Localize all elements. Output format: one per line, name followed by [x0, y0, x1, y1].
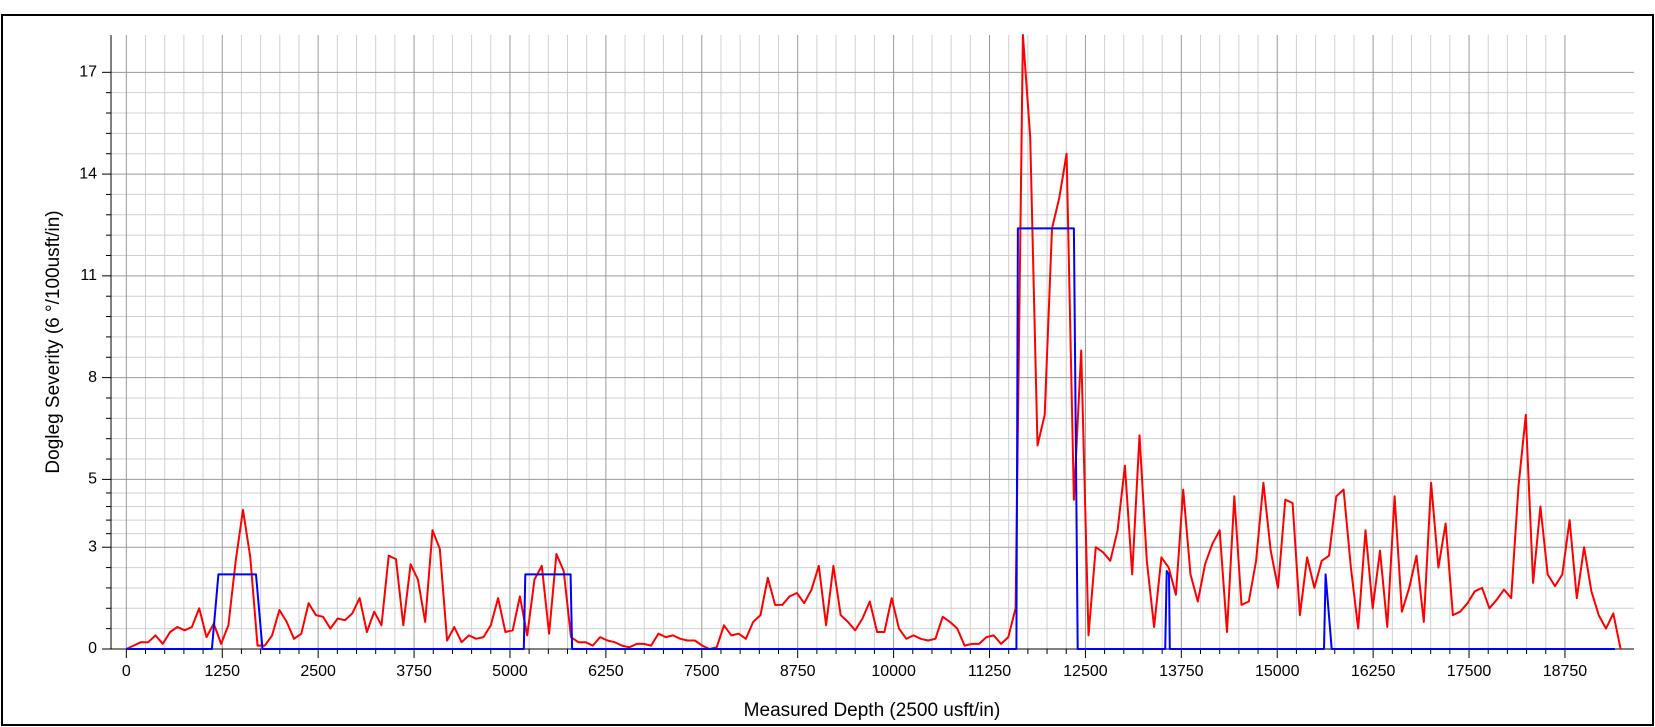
x-tick-label: 1250 [204, 663, 240, 680]
x-tick-label: 5000 [492, 663, 528, 680]
x-tick-label: 3750 [396, 663, 432, 680]
x-tick-label: 0 [122, 663, 131, 680]
x-tick-label: 8750 [780, 663, 816, 680]
x-tick-label: 10000 [871, 663, 916, 680]
y-tick-label: 11 [80, 267, 97, 284]
series-line [125, 34, 1622, 650]
y-tick-label: 3 [88, 538, 97, 555]
x-tick-label: 2500 [300, 663, 336, 680]
x-tick-label: 15000 [1255, 663, 1300, 680]
x-tick-label: 6250 [588, 663, 624, 680]
x-tick-label: 12500 [1063, 663, 1108, 680]
y-axis-label: Dogleg Severity (6 °/100usft/in) [43, 210, 64, 473]
x-tick-label: 17500 [1447, 663, 1492, 680]
x-tick-label: 7500 [684, 663, 720, 680]
y-tick-label: 17 [79, 64, 97, 81]
y-tick-label: 8 [88, 369, 97, 386]
y-tick-label: 14 [79, 165, 97, 182]
series-line [126, 227, 1615, 650]
x-axis-label: Measured Depth (2500 usft/in) [744, 700, 1001, 721]
x-tick-label: 13750 [1159, 663, 1204, 680]
x-tick-label: 16250 [1351, 663, 1396, 680]
y-tick-label: 5 [88, 471, 97, 488]
y-tick-label: 0 [88, 640, 97, 657]
x-tick-label: 11250 [968, 663, 1011, 680]
x-tick-label: 18750 [1543, 663, 1588, 680]
